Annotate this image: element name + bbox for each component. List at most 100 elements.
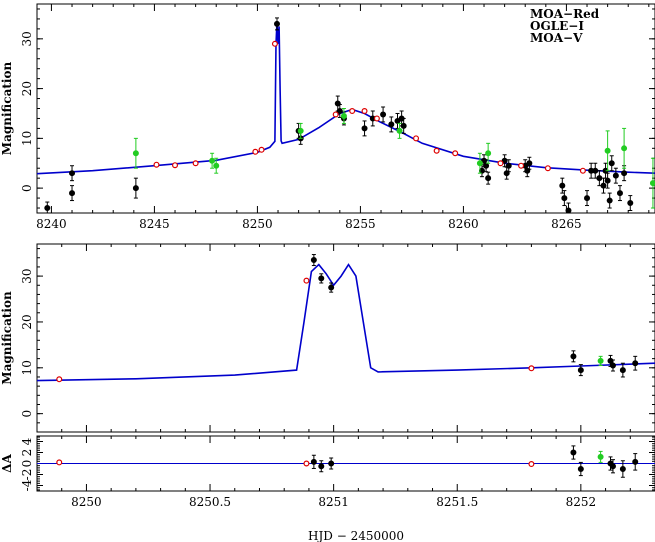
data-point (619, 466, 626, 473)
y-tick-label: 2 (20, 449, 34, 457)
data-point (132, 185, 139, 192)
data-point (303, 277, 310, 284)
y-tick-label: 0 (20, 410, 34, 418)
x-tick-label: 8251.5 (436, 495, 478, 509)
data-point (621, 145, 628, 152)
data-point (388, 121, 395, 128)
x-tick-label: 8252 (566, 495, 597, 509)
data-point (597, 357, 604, 364)
data-point (192, 160, 199, 167)
data-point (577, 466, 584, 473)
plot-area (37, 254, 655, 383)
data-point (153, 161, 160, 168)
data-point (606, 197, 613, 204)
data-point (632, 458, 639, 465)
x-tick-label: 8240 (36, 217, 67, 231)
data-point (485, 175, 492, 182)
data-point (528, 365, 535, 372)
x-tick-label: 8255 (345, 217, 376, 231)
data-point (592, 167, 599, 174)
data-point (616, 190, 623, 197)
legend-entry: MOA−V (530, 31, 583, 45)
x-tick-label: 8251 (318, 495, 349, 509)
plot-area (37, 445, 655, 478)
plot-area (37, 17, 655, 213)
data-point (56, 459, 63, 466)
data-point (612, 172, 619, 179)
data-point (609, 463, 616, 470)
y-tick-label: -4 (20, 479, 34, 491)
data-point (608, 160, 615, 167)
data-point (328, 284, 335, 291)
data-point (340, 112, 347, 119)
y-tick-label: 0 (20, 460, 34, 468)
data-point (565, 207, 572, 213)
x-tick-label: 8250 (71, 495, 102, 509)
data-point (400, 122, 407, 129)
y-axis-label: Magnification (0, 62, 14, 156)
data-point (44, 205, 51, 212)
panel-frame (36, 243, 655, 433)
x-tick-label: 8260 (448, 217, 479, 231)
data-point (258, 146, 265, 153)
data-point (621, 170, 628, 177)
data-point (579, 167, 586, 174)
y-axis-label: Magnification (0, 291, 14, 385)
data-point (584, 195, 591, 202)
data-point (518, 162, 525, 169)
data-point (56, 376, 63, 383)
data-point (271, 40, 278, 47)
data-point (332, 111, 339, 118)
data-point (328, 460, 335, 467)
data-point (396, 127, 403, 134)
data-point (619, 367, 626, 374)
y-tick-label: 20 (20, 81, 34, 96)
model-curve (37, 263, 655, 382)
data-point (380, 111, 387, 118)
y-tick-label: 30 (20, 268, 34, 283)
x-tick-label: 8250.5 (189, 495, 231, 509)
data-point (361, 125, 368, 132)
data-point (252, 148, 259, 155)
data-point (632, 360, 639, 367)
data-point (526, 160, 533, 167)
data-point (172, 162, 179, 169)
panel-1 (36, 3, 655, 214)
data-point (361, 107, 368, 114)
data-point (501, 157, 508, 164)
data-point (577, 367, 584, 374)
x-tick-label: 8250 (242, 217, 273, 231)
data-point (505, 162, 512, 169)
data-point (607, 357, 614, 364)
data-point (597, 453, 604, 460)
data-point (476, 160, 483, 167)
data-point (604, 147, 611, 154)
data-point (373, 115, 380, 122)
data-point (69, 170, 76, 177)
data-point (609, 362, 616, 369)
data-point (483, 162, 490, 169)
x-axis-label: HJD − 2450000 (308, 529, 404, 542)
data-point (570, 353, 577, 360)
y-tick-label: 4 (20, 437, 34, 445)
y-tick-label: 20 (20, 314, 34, 329)
data-point (69, 190, 76, 197)
data-point (310, 458, 317, 465)
data-point (336, 107, 343, 114)
data-point (559, 182, 566, 189)
data-point (452, 150, 459, 157)
data-point (649, 180, 655, 187)
data-point (627, 200, 634, 207)
panel-2 (36, 243, 655, 433)
data-point (394, 117, 401, 124)
data-point (433, 147, 440, 154)
data-point (209, 157, 216, 164)
data-point (544, 165, 551, 172)
x-tick-label: 8265 (551, 217, 582, 231)
legend-entry: OGLE−I (530, 19, 584, 33)
y-tick-label: 0 (20, 184, 34, 192)
legend-entry: MOA−Red (530, 7, 600, 21)
data-point (297, 127, 304, 134)
x-tick-label: 8245 (139, 217, 170, 231)
